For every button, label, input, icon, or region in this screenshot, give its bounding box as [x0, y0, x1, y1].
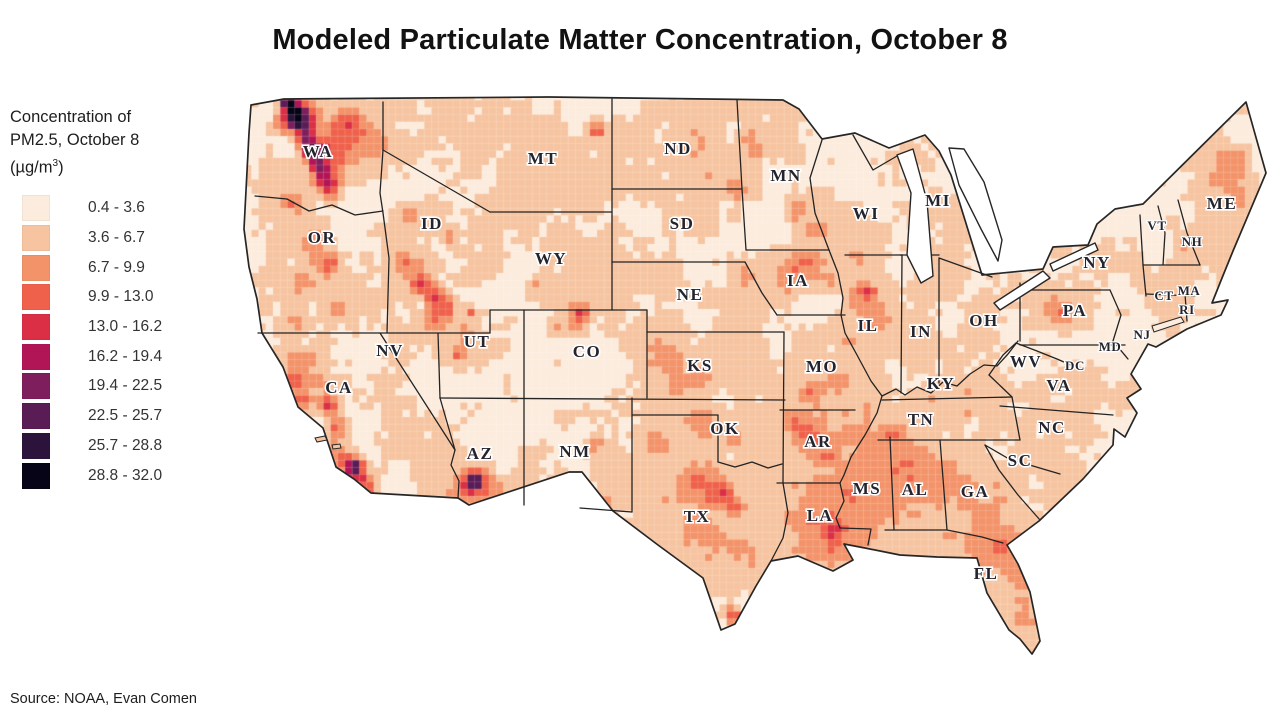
- state-label-al: AL: [902, 480, 929, 499]
- state-label-la: LA: [807, 506, 834, 525]
- legend-row: 6.7 - 9.9: [10, 253, 225, 283]
- state-label-wa: WA: [303, 142, 333, 161]
- state-label-ar: AR: [804, 432, 832, 451]
- legend-row: 16.2 - 19.4: [10, 342, 225, 372]
- great-lakes: [896, 147, 1099, 311]
- legend-row: 22.5 - 25.7: [10, 401, 225, 431]
- legend-swatch: [22, 225, 50, 252]
- legend: Concentration of PM2.5, October 8 (µg/m3…: [10, 106, 225, 490]
- legend-row: 9.9 - 13.0: [10, 283, 225, 313]
- state-label-ok: OK: [710, 419, 739, 438]
- state-label-sc: SC: [1008, 451, 1033, 470]
- long-island: [1151, 316, 1185, 333]
- lake-erie: [993, 270, 1051, 311]
- legend-row: 25.7 - 28.8: [10, 431, 225, 461]
- legend-swatch: [22, 462, 50, 489]
- lake-ontario: [1049, 242, 1099, 272]
- legend-row: 28.8 - 32.0: [10, 461, 225, 491]
- legend-swatch: [22, 195, 50, 222]
- legend-bin-label: 16.2 - 19.4: [88, 347, 163, 365]
- state-label-md: MD: [1099, 339, 1122, 354]
- state-label-tx: TX: [684, 507, 711, 526]
- state-label-il: IL: [858, 316, 879, 335]
- state-label-co: CO: [573, 342, 602, 361]
- state-label-nc: NC: [1038, 418, 1066, 437]
- legend-swatch: [22, 373, 50, 400]
- state-label-nj: NJ: [1133, 327, 1150, 342]
- state-label-ky: KY: [927, 374, 956, 393]
- state-label-ny: NY: [1083, 253, 1111, 272]
- legend-bin-label: 25.7 - 28.8: [88, 436, 163, 454]
- state-label-ut: UT: [464, 332, 491, 351]
- state-label-or: OR: [308, 228, 337, 247]
- state-label-nd: ND: [664, 139, 692, 158]
- legend-title: Concentration of PM2.5, October 8 (µg/m3…: [10, 108, 140, 177]
- state-labels: WA OR ID MT ND SD WY NE NV UT CO KS OK TX NM AZ CA MN IA MO…: [301, 137, 1237, 584]
- legend-bin-label: 3.6 - 6.7: [88, 229, 145, 247]
- us-map-overlay: WA OR ID MT ND SD WY NE NV UT CO KS OK TX NM AZ CA MN IA MO…: [243, 96, 1267, 655]
- legend-swatch: [22, 343, 50, 370]
- legend-swatch: [22, 254, 50, 281]
- state-label-in: IN: [910, 322, 932, 341]
- state-label-ma: MA: [1178, 283, 1201, 298]
- legend-row: 0.4 - 3.6: [10, 194, 225, 224]
- state-label-mo: MO: [806, 357, 838, 376]
- legend-bin-label: 9.9 - 13.0: [88, 288, 154, 306]
- state-label-va: VA: [1046, 376, 1071, 395]
- state-label-tn: TN: [908, 410, 935, 429]
- legend-bin-label: 6.7 - 9.9: [88, 258, 145, 276]
- state-label-ne: NE: [677, 285, 704, 304]
- lake-huron: [948, 147, 1003, 262]
- legend-row: 19.4 - 22.5: [10, 372, 225, 402]
- state-label-nm: NM: [559, 442, 590, 461]
- legend-swatch: [22, 284, 50, 311]
- state-label-wv: WV: [1010, 352, 1042, 371]
- state-label-sd: SD: [670, 214, 695, 233]
- page-title: Modeled Particulate Matter Concentration…: [272, 24, 1008, 56]
- legend-swatch: [22, 432, 50, 459]
- state-label-ca: CA: [325, 378, 353, 397]
- legend-bin-label: 28.8 - 32.0: [88, 466, 163, 484]
- source-attribution: Source: NOAA, Evan Comen: [10, 691, 197, 707]
- state-label-ia: IA: [787, 271, 809, 290]
- legend-color-scale: 0.4 - 3.6 3.6 - 6.7 6.7 - 9.9 9.9 - 13.0 13.…: [10, 194, 225, 491]
- state-label-ga: GA: [961, 482, 990, 501]
- us-outline: [243, 96, 1267, 655]
- state-label-pa: PA: [1063, 301, 1087, 320]
- state-label-dc: DC: [1065, 358, 1085, 373]
- state-label-nh: NH: [1182, 234, 1203, 249]
- state-label-mt: MT: [528, 149, 558, 168]
- state-label-mi: MI: [925, 191, 951, 210]
- state-label-id: ID: [421, 214, 443, 233]
- state-label-wi: WI: [853, 204, 880, 223]
- state-label-oh: OH: [969, 311, 998, 330]
- legend-bin-label: 22.5 - 25.7: [88, 407, 163, 425]
- state-label-vt: VT: [1147, 218, 1166, 233]
- state-label-mn: MN: [770, 166, 801, 185]
- state-label-fl: FL: [974, 564, 999, 583]
- state-label-ks: KS: [687, 356, 713, 375]
- state-label-az: AZ: [467, 444, 494, 463]
- state-label-ct: CT: [1154, 288, 1173, 303]
- state-label-ri: RI: [1179, 302, 1195, 317]
- state-label-wy: WY: [535, 249, 567, 268]
- state-label-nv: NV: [376, 341, 404, 360]
- legend-swatch: [22, 403, 50, 430]
- lake-michigan: [896, 148, 934, 284]
- legend-row: 13.0 - 16.2: [10, 312, 225, 342]
- legend-bin-label: 19.4 - 22.5: [88, 377, 163, 395]
- state-label-ms: MS: [853, 479, 882, 498]
- us-map: WA OR ID MT ND SD WY NE NV UT CO KS OK TX NM AZ CA MN IA MO…: [237, 93, 1272, 663]
- legend-bin-label: 0.4 - 3.6: [88, 199, 145, 217]
- legend-swatch: [22, 314, 50, 341]
- channel-islands: [314, 435, 342, 450]
- state-borders: [254, 98, 1201, 562]
- legend-bin-label: 13.0 - 16.2: [88, 318, 163, 336]
- state-label-me: ME: [1207, 194, 1237, 213]
- legend-row: 3.6 - 6.7: [10, 223, 225, 253]
